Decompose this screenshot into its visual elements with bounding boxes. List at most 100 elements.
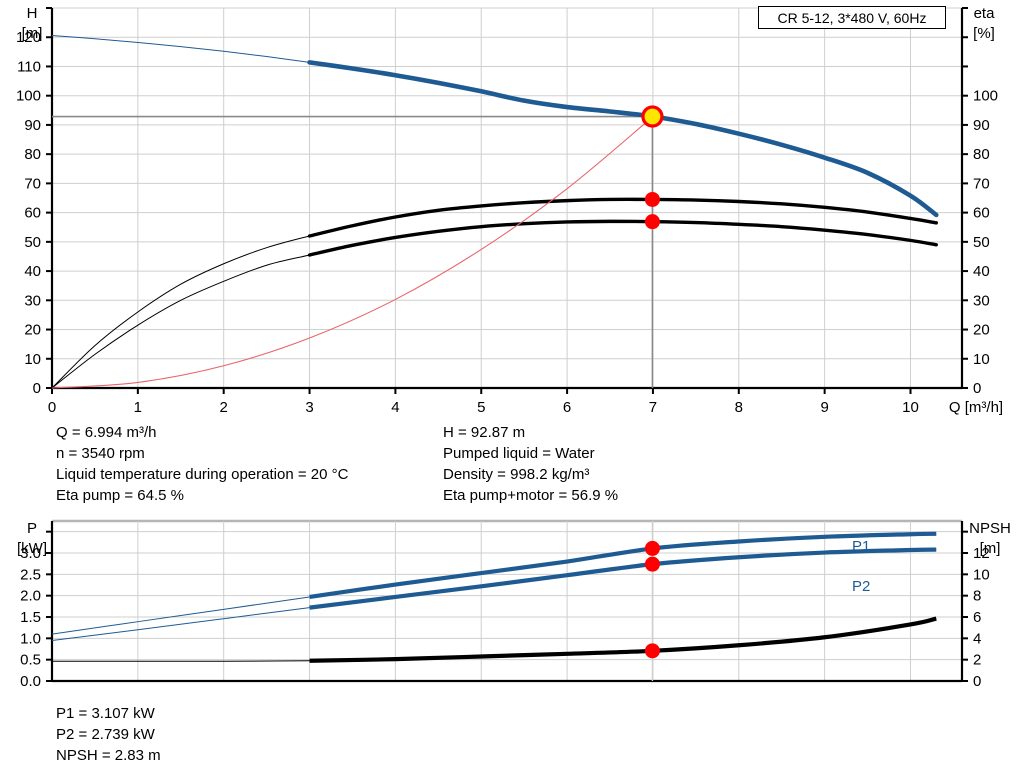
p1-point (644, 540, 660, 556)
npsh-tick-label-0: 0 (973, 673, 981, 690)
head-eta-chart: 0 10 20 30 40 50 60 70 80 90 100 110 120 0 10 20 30 40 50 6… (16, 5, 1003, 415)
y-tick-label-20: 20 (24, 322, 41, 339)
curves (51, 34, 939, 389)
duty-temperature-label: Liquid temperature during operation = 20… (56, 466, 349, 483)
x-tick-label-6: 6 (563, 399, 571, 415)
duty-point-info-right: H = 92.87 m Pumped liquid = Water Densit… (443, 422, 618, 506)
duty-speed-label: n = 3540 rpm (56, 445, 145, 462)
y2-tick-label-100: 100 (973, 88, 998, 105)
y-tick-label-0: 0 (33, 380, 41, 397)
duty-point-info-left: Q = 6.994 m³/h n = 3540 rpm Liquid tempe… (56, 422, 348, 506)
curve-thin-eta-pump-motor (51, 220, 937, 389)
npsh-tick-label-2: 2 (973, 652, 981, 669)
curve-bold-h-head- (307, 60, 939, 218)
y-tick-label-10: 10 (24, 351, 41, 368)
x-tick-label-5: 5 (477, 399, 485, 415)
y2-axis-unit: [%] (973, 25, 995, 42)
head-eta-plot: 0102030405060708090100110120010203040506… (16, 5, 1003, 415)
duty-flow-label: Q = 6.994 m³/h (56, 424, 157, 441)
eta-pump-motor-point (644, 214, 660, 230)
duty-point (641, 105, 664, 128)
curve-bold-p2 (309, 547, 937, 610)
x-axis-title: Q [m³/h] (949, 399, 1003, 415)
y2-tick-label-0: 0 (973, 380, 981, 397)
y-axis-unit: [m] (22, 25, 43, 42)
npsh-axis-unit: [m] (980, 540, 1001, 557)
p-tick-label-1: 1.0 (20, 630, 41, 647)
npsh-axis-title: NPSH (969, 520, 1011, 537)
p-tick-label-2.5: 2.5 (20, 566, 41, 583)
npsh-tick-label-8: 8 (973, 588, 981, 605)
x-tick-label-0: 0 (48, 399, 56, 415)
x-tick-label-2: 2 (220, 399, 228, 415)
duty-eta-pump-label: Eta pump = 64.5 % (56, 487, 184, 504)
duty-eta-pump-motor-label: Eta pump+motor = 56.9 % (443, 487, 619, 504)
duty-head-label: H = 92.87 m (443, 424, 526, 441)
y-tick-label-70: 70 (24, 175, 41, 192)
duty-density-label: Density = 998.2 kg/m³ (443, 466, 590, 483)
curve-bold-p1 (309, 531, 937, 600)
curve-system (51, 116, 654, 389)
p1-curve-label: P1 (852, 538, 870, 555)
p2-curve-label: P2 (852, 578, 870, 595)
p-tick-label-0.5: 0.5 (20, 652, 41, 669)
y2-axis-title: eta (974, 5, 996, 22)
axes (50, 8, 964, 390)
tick-marks (46, 530, 968, 682)
x-tick-label-1: 1 (134, 399, 142, 415)
result-p1-label: P1 = 3.107 kW (56, 705, 155, 722)
p-axis-unit: [kW] (17, 540, 47, 557)
y-tick-label-90: 90 (24, 117, 41, 134)
p-tick-label-1.5: 1.5 (20, 609, 41, 626)
eta-pump-point (644, 191, 660, 207)
pump-title-box: CR 5-12, 3*480 V, 60Hz (758, 6, 946, 29)
y2-tick-label-70: 70 (973, 175, 990, 192)
npsh-point (644, 643, 660, 659)
npsh-tick-label-4: 4 (973, 630, 981, 647)
result-p2-label: P2 = 2.739 kW (56, 726, 155, 743)
y2-tick-label-60: 60 (973, 205, 990, 222)
grid (51, 7, 962, 389)
axes (50, 521, 964, 683)
y-tick-label-30: 30 (24, 292, 41, 309)
y-tick-label-80: 80 (24, 146, 41, 163)
npsh-tick-label-12: 12 (973, 545, 990, 562)
y-tick-label-50: 50 (24, 234, 41, 251)
curve-bold-npsh (309, 616, 937, 663)
y2-tick-label-90: 90 (973, 117, 990, 134)
x-tick-label-4: 4 (391, 399, 399, 415)
p-axis-title: P (27, 520, 37, 537)
x-tick-label-7: 7 (649, 399, 657, 415)
duty-markers (644, 540, 660, 659)
power-npsh-plot: 0.0 0.5 1.0 1.5 2.0 2.5 3.0 0 2 4 6 8 10 12 P [kW] NPSH [… (17, 519, 1011, 690)
duty-markers (641, 105, 664, 230)
results-info: P1 = 3.107 kW P2 = 2.739 kW NPSH = 2.83 … (56, 703, 161, 766)
y2-tick-label-10: 10 (973, 351, 990, 368)
y2-tick-label-30: 30 (973, 292, 990, 309)
p2-point (644, 556, 660, 572)
y-tick-label-110: 110 (17, 58, 41, 75)
curve-thin-p2 (51, 549, 937, 641)
p-tick-label-0: 0.0 (20, 673, 41, 690)
tick-marks (46, 7, 968, 394)
y-axis-title: H (27, 5, 38, 22)
x-tick-label-8: 8 (735, 399, 743, 415)
y-tick-label-120: 120 (16, 29, 41, 46)
curve-bold-eta-pump (307, 197, 938, 238)
y-tick-label-60: 60 (24, 205, 41, 222)
npsh-tick-label-10: 10 (973, 566, 990, 583)
y-tick-label-40: 40 (24, 263, 41, 280)
p-tick-label-3: 3.0 (20, 545, 41, 562)
x-tick-label-9: 9 (820, 399, 828, 415)
result-npsh-label: NPSH = 2.83 m (56, 747, 161, 764)
y2-tick-label-40: 40 (973, 263, 990, 280)
x-tick-label-3: 3 (305, 399, 313, 415)
duty-liquid-label: Pumped liquid = Water (443, 445, 595, 462)
y2-tick-label-50: 50 (973, 234, 990, 251)
y-tick-label-100: 100 (16, 88, 41, 105)
p-tick-label-2: 2.0 (20, 588, 41, 605)
y2-tick-label-80: 80 (973, 146, 990, 163)
y2-tick-label-20: 20 (973, 322, 990, 339)
pump-title-label: CR 5-12, 3*480 V, 60Hz (777, 10, 927, 26)
power-npsh-chart: 0.0 0.5 1.0 1.5 2.0 2.5 3.0 0 2 4 6 8 10 12 P [kW] NPSH [… (0, 515, 1024, 700)
